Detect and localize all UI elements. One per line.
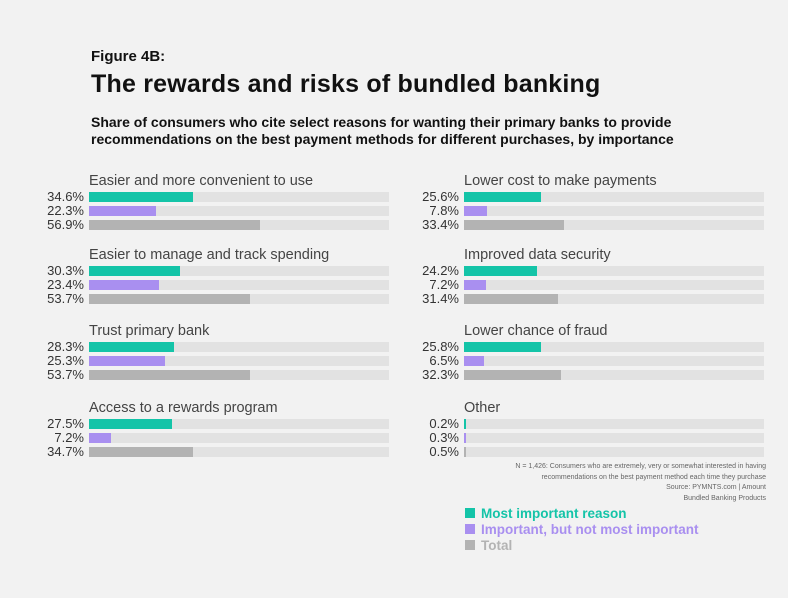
category-label: Other: [464, 400, 501, 416]
data-label: 7.2%: [54, 430, 84, 445]
bar-most-important: [89, 342, 174, 352]
legend-swatch: [465, 540, 475, 550]
footnote-line: Source: PYMNTS.com | Amount: [666, 484, 766, 491]
bar-track: [89, 192, 389, 202]
category-label: Lower cost to make payments: [464, 173, 657, 189]
figure-label: Figure 4B:: [91, 48, 166, 65]
bar-track: [464, 370, 764, 380]
category-label: Improved data security: [464, 247, 611, 263]
data-label: 33.4%: [422, 217, 459, 232]
data-label: 6.5%: [429, 353, 459, 368]
data-label: 56.9%: [47, 217, 84, 232]
data-label: 25.6%: [422, 189, 459, 204]
data-label: 0.5%: [429, 444, 459, 459]
bar-total: [464, 370, 561, 380]
data-label: 0.3%: [429, 430, 459, 445]
bar-track: [464, 447, 764, 457]
bar-track: [464, 356, 764, 366]
bar-track: [89, 280, 389, 290]
bar-track: [464, 206, 764, 216]
data-label: 25.8%: [422, 339, 459, 354]
chart-subtitle: Share of consumers who cite select reaso…: [91, 114, 674, 147]
legend-label: Total: [481, 537, 513, 553]
legend-label: Most important reason: [481, 505, 627, 521]
bar-important: [464, 356, 484, 366]
bar-most-important: [89, 192, 193, 202]
data-label: 31.4%: [422, 291, 459, 306]
bar-track: [89, 342, 389, 352]
bar-important: [89, 206, 156, 216]
data-label: 22.3%: [47, 203, 84, 218]
data-label: 53.7%: [47, 367, 84, 382]
data-label: 53.7%: [47, 291, 84, 306]
bar-total: [89, 294, 251, 304]
legend-swatch: [465, 508, 475, 518]
bar-track: [464, 433, 764, 443]
bar-track: [464, 280, 764, 290]
bar-important: [89, 433, 111, 443]
legend-label: Important, but not most important: [481, 521, 699, 537]
bar-total: [464, 220, 565, 230]
bar-track: [89, 433, 389, 443]
footnote: N = 1,426: Consumers who are extremely, …: [476, 462, 766, 504]
category-label: Trust primary bank: [89, 323, 210, 339]
bar-important: [89, 356, 165, 366]
bar-track: [89, 447, 389, 457]
data-label: 0.2%: [429, 416, 459, 431]
legend-item-most-important: Most important reason: [465, 505, 698, 521]
bar-track: [89, 206, 389, 216]
chart-title: The rewards and risks of bundled banking: [91, 70, 601, 98]
bar-total: [89, 220, 260, 230]
bar-track: [464, 220, 764, 230]
data-label: 7.2%: [429, 277, 459, 292]
footnote-line: Bundled Banking Products: [683, 494, 767, 502]
category-label: Access to a rewards program: [89, 400, 278, 416]
bar-most-important: [464, 342, 542, 352]
category-label: Easier and more convenient to use: [89, 173, 314, 189]
bar-track: [464, 419, 764, 429]
data-label: 25.3%: [47, 353, 84, 368]
legend-swatch: [465, 524, 475, 534]
legend-item-total: Total: [465, 537, 698, 553]
data-label: 34.6%: [47, 189, 84, 204]
data-label: 7.8%: [429, 203, 459, 218]
bar-track: [464, 294, 764, 304]
bar-most-important: [89, 266, 180, 276]
bar-important: [89, 280, 160, 290]
bar-track: [464, 342, 764, 352]
bar-important: [464, 280, 486, 290]
data-label: 34.7%: [47, 444, 84, 459]
bar-total: [464, 294, 559, 304]
data-label: 28.3%: [47, 339, 84, 354]
bar-most-important: [464, 266, 537, 276]
bar-track: [89, 356, 389, 366]
bar-total: [89, 370, 251, 380]
bar-most-important: [89, 419, 172, 429]
data-label: 32.3%: [422, 367, 459, 382]
bar-most-important: [464, 192, 541, 202]
legend: Most important reason Important, but not…: [465, 505, 698, 553]
data-label: 30.3%: [47, 263, 84, 278]
data-label: 27.5%: [47, 416, 84, 431]
data-label: 24.2%: [422, 263, 459, 278]
bar-total: [464, 447, 466, 457]
bar-most-important: [464, 419, 466, 429]
bar-track: [89, 266, 389, 276]
bar-important: [464, 433, 466, 443]
footnote-line: N = 1,426: Consumers who are extremely, …: [515, 463, 766, 470]
footnote-line: recommendations on the best payment meth…: [541, 473, 766, 481]
legend-item-important: Important, but not most important: [465, 521, 698, 537]
bar-total: [89, 447, 194, 457]
category-label: Lower chance of fraud: [464, 323, 608, 339]
bar-track: [464, 192, 764, 202]
bar-important: [464, 206, 488, 216]
category-label: Easier to manage and track spending: [89, 247, 330, 263]
bar-track: [464, 266, 764, 276]
bar-track: [89, 419, 389, 429]
data-label: 23.4%: [47, 277, 84, 292]
